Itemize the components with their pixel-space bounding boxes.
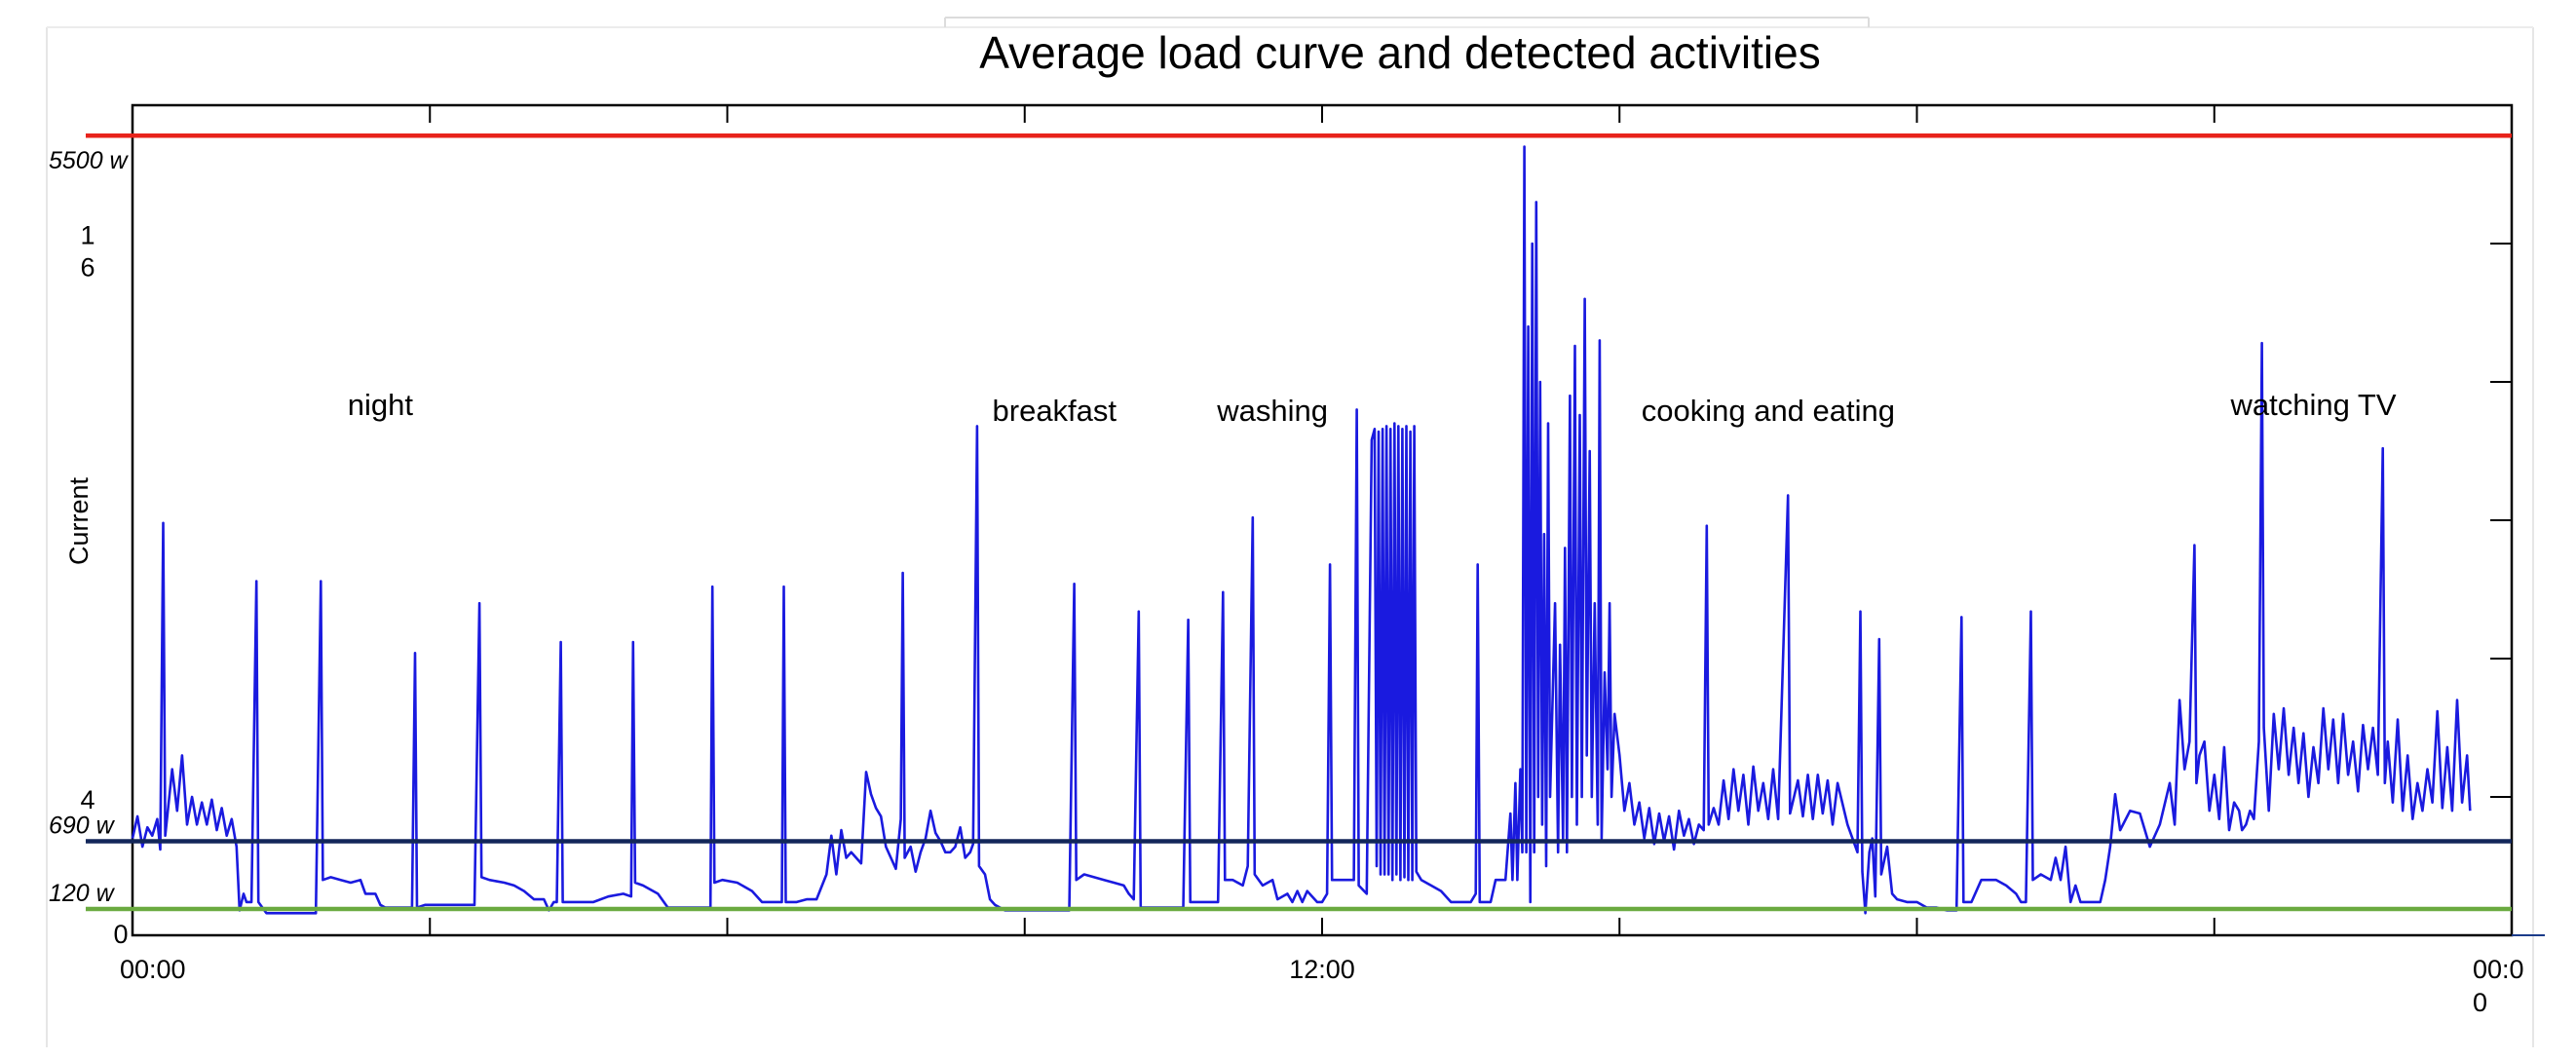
reference-label-base-load: 120 w xyxy=(49,880,116,907)
y-tick-label-0: 0 xyxy=(113,920,128,949)
x-tick-label-2: 00:0 0 xyxy=(2473,955,2524,1017)
y-ticks xyxy=(2490,243,2512,798)
reference-label-average-load: 690 w xyxy=(49,812,116,839)
annotation-watching-tv: watching TV xyxy=(2229,388,2396,422)
y-tick-label-1: 4 xyxy=(80,785,95,814)
x-ticks xyxy=(429,105,2216,935)
x-tick-labels: 00:00 12:00 00:0 0 xyxy=(120,955,2524,1017)
x-tick-label-0: 00:00 xyxy=(120,955,186,984)
figure-border xyxy=(46,17,2534,1047)
reference-lines xyxy=(86,132,2512,912)
activity-annotations: night breakfast washing cooking and eating w… xyxy=(348,388,2397,428)
chart-title: Average load curve and detected activiti… xyxy=(979,27,1820,78)
annotation-night: night xyxy=(348,388,414,422)
y-tick-labels: 0 4 1 6 xyxy=(80,221,128,949)
series-layer xyxy=(131,145,2472,915)
reference-label-max-load: 5500 w xyxy=(49,147,130,174)
plot-area xyxy=(131,103,2514,937)
annotation-cooking-and-eating: cooking and eating xyxy=(1642,394,1895,428)
reference-labels: 5500 w 690 w 120 w xyxy=(49,147,130,907)
series-line-average-load-curve xyxy=(131,145,2472,915)
annotation-breakfast: breakfast xyxy=(993,394,1118,428)
y-axis-label: Current xyxy=(64,476,94,565)
x-tick-label-1: 12:00 xyxy=(1289,955,1355,984)
annotation-washing: washing xyxy=(1216,394,1328,428)
